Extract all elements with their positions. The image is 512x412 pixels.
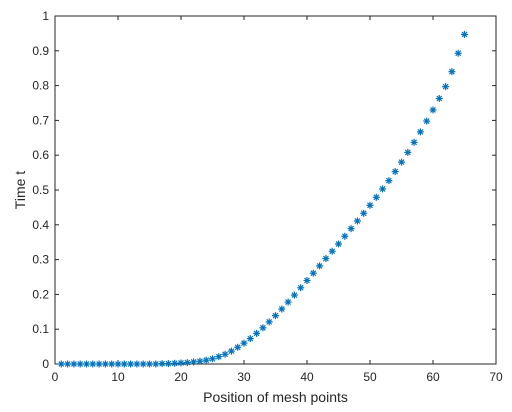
data-point: [57, 360, 65, 368]
y-tick-label: 0.7: [32, 113, 49, 127]
y-tick-label: 0.2: [32, 287, 49, 301]
data-point: [398, 158, 405, 166]
data-point: [114, 360, 122, 368]
data-point: [108, 360, 116, 368]
data-point: [322, 255, 330, 263]
data-point: [423, 117, 431, 125]
data-point: [328, 247, 336, 255]
data-point: [429, 106, 437, 114]
y-tick-label: 0.4: [32, 218, 49, 232]
data-point: [259, 324, 267, 332]
data-point: [76, 360, 84, 368]
data-point: [202, 356, 210, 364]
x-axis-label: Position of mesh points: [203, 389, 348, 405]
data-point: [353, 217, 361, 225]
data-point: [101, 360, 109, 368]
data-point: [272, 312, 279, 320]
data-point: [139, 360, 147, 368]
data-point: [309, 269, 317, 277]
data-point: [171, 359, 179, 367]
data-point: [89, 360, 97, 368]
x-tick-label: 60: [426, 370, 440, 384]
data-point: [454, 49, 462, 57]
data-point: [164, 360, 172, 368]
data-point: [152, 360, 160, 368]
data-point: [335, 240, 342, 248]
data-point: [234, 343, 242, 351]
y-axis-ticks: 0 0.1 0.2 0.3 0.4 0.5 0.6 0.7 0.8 0.9 1: [32, 9, 496, 371]
data-point: [127, 360, 135, 368]
data-point: [196, 357, 204, 365]
data-point: [461, 30, 468, 38]
x-tick-label: 0: [52, 370, 59, 384]
y-tick-label: 0.5: [32, 183, 49, 197]
y-tick-label: 0.3: [32, 253, 49, 267]
data-point: [316, 262, 324, 270]
x-tick-label: 30: [237, 370, 251, 384]
data-point: [133, 360, 141, 368]
x-tick-label: 10: [111, 370, 125, 384]
data-point: [303, 276, 311, 284]
data-point: [347, 225, 355, 233]
data-point: [372, 193, 380, 201]
x-tick-label: 50: [363, 370, 377, 384]
data-point: [158, 360, 166, 368]
data-point: [221, 350, 229, 358]
data-point: [95, 360, 103, 368]
data-point: [246, 335, 254, 343]
data-point: [416, 128, 424, 136]
data-point: [253, 329, 261, 337]
data-point: [83, 360, 90, 368]
data-point: [448, 68, 456, 76]
data-point: [215, 353, 223, 361]
data-point: [366, 201, 374, 209]
y-tick-label: 0.8: [32, 79, 49, 93]
data-point: [240, 339, 248, 347]
y-tick-label: 0.1: [32, 322, 49, 336]
data-point: [290, 291, 298, 299]
data-point: [435, 94, 443, 102]
data-point: [70, 360, 78, 368]
y-tick-label: 1: [42, 9, 49, 23]
data-point: [146, 360, 153, 368]
x-tick-label: 70: [489, 370, 503, 384]
data-point: [360, 209, 368, 217]
data-point: [190, 358, 198, 366]
data-point: [379, 185, 387, 193]
x-tick-label: 40: [300, 370, 314, 384]
data-point: [297, 284, 305, 292]
y-tick-label: 0.6: [32, 148, 49, 162]
data-point: [391, 168, 399, 176]
y-axis-label: Time t: [12, 171, 28, 209]
data-point: [404, 148, 412, 156]
data-point: [177, 359, 185, 367]
data-markers: [57, 30, 468, 368]
data-point: [341, 232, 349, 240]
data-point: [284, 298, 292, 306]
data-point: [278, 305, 286, 313]
data-point: [120, 360, 128, 368]
data-point: [64, 360, 72, 368]
x-tick-label: 20: [174, 370, 188, 384]
y-tick-label: 0.9: [32, 44, 49, 58]
data-point: [183, 359, 191, 367]
data-point: [442, 83, 450, 91]
data-point: [410, 138, 418, 146]
y-tick-label: 0: [42, 357, 49, 371]
plot-area: [54, 15, 497, 365]
data-point: [209, 355, 216, 363]
x-axis-ticks: 0 10 20 30 40 50 60 70: [52, 16, 503, 384]
data-point: [385, 177, 393, 185]
data-point: [265, 318, 273, 326]
data-point: [227, 347, 235, 355]
